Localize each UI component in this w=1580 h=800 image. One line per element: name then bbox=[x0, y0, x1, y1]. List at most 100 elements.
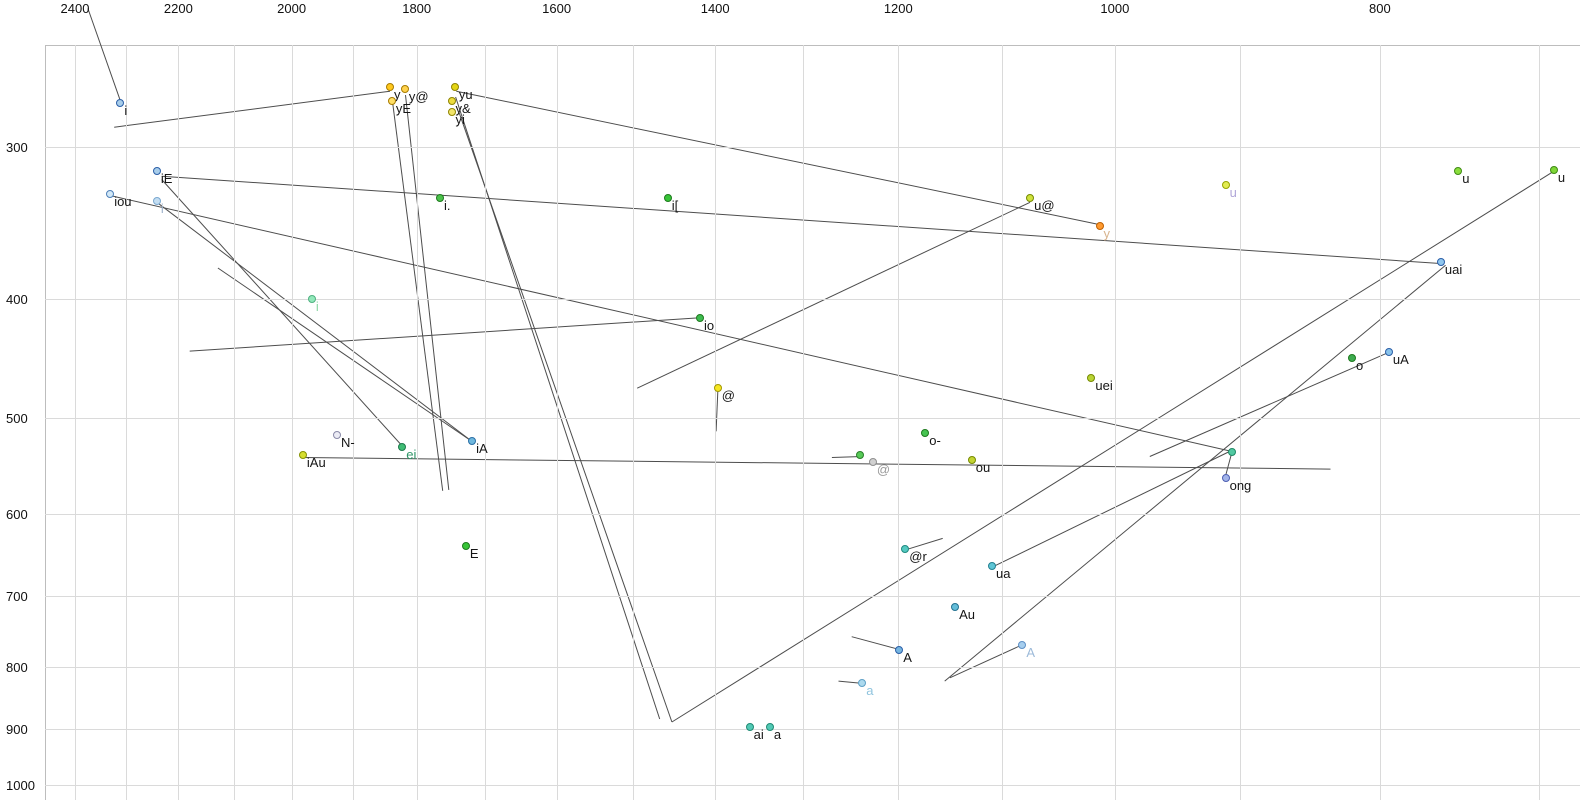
point-label: i[ bbox=[671, 197, 679, 213]
point-i[interactable] bbox=[307, 295, 316, 304]
point-@r[interactable] bbox=[901, 545, 910, 554]
point-iAu[interactable] bbox=[298, 450, 307, 459]
point-o-[interactable] bbox=[921, 429, 930, 438]
point-y[interactable] bbox=[1095, 221, 1104, 230]
gridline-y bbox=[45, 417, 1580, 419]
x-tick-label: 1800 bbox=[402, 1, 432, 16]
point-label: @ bbox=[721, 388, 735, 404]
point-@[interactable] bbox=[713, 384, 722, 393]
point-label: ei bbox=[406, 446, 417, 462]
point-y@[interactable] bbox=[400, 85, 409, 94]
point-@[interactable] bbox=[868, 458, 877, 467]
gridline-x bbox=[803, 45, 805, 800]
trajectory-line bbox=[114, 90, 391, 128]
point-label: yE bbox=[395, 100, 412, 116]
point-u[interactable] bbox=[1549, 165, 1558, 174]
point-label: u bbox=[1462, 171, 1470, 187]
trajectory-line bbox=[217, 267, 473, 442]
gridline-x bbox=[556, 45, 558, 800]
x-tick-label: 1400 bbox=[700, 1, 730, 16]
gridline-x bbox=[125, 45, 127, 800]
gridline-y bbox=[45, 514, 1580, 516]
point-io[interactable] bbox=[696, 313, 704, 322]
point-u[interactable] bbox=[1454, 167, 1463, 176]
point-unlabeled[interactable] bbox=[856, 450, 865, 459]
point-label: uA bbox=[1392, 352, 1409, 368]
gridline-x bbox=[1240, 45, 1241, 800]
point-A[interactable] bbox=[895, 645, 904, 654]
gridline-x bbox=[1001, 45, 1003, 800]
point-y&[interactable] bbox=[447, 96, 456, 105]
point-ei[interactable] bbox=[398, 442, 407, 451]
gridline-x bbox=[352, 45, 354, 800]
point-label: i. bbox=[444, 197, 451, 213]
point-u[interactable] bbox=[1221, 180, 1230, 189]
x-tick-label: 2200 bbox=[163, 1, 193, 16]
point-uei[interactable] bbox=[1087, 374, 1096, 383]
point-i[interactable] bbox=[152, 196, 161, 205]
x-tick-label: 800 bbox=[1369, 1, 1391, 16]
point-label: o bbox=[1356, 358, 1364, 374]
point-a[interactable] bbox=[765, 722, 774, 731]
point-label: a bbox=[866, 683, 874, 698]
point-yu[interactable] bbox=[450, 83, 459, 92]
trajectory-line bbox=[851, 636, 899, 650]
y-tick-label: 500 bbox=[6, 410, 28, 426]
point-ai[interactable] bbox=[745, 722, 754, 731]
point-label: iAu bbox=[306, 454, 326, 470]
gridline-y bbox=[45, 595, 1580, 597]
point-iou[interactable] bbox=[106, 190, 115, 199]
point-o[interactable] bbox=[1348, 354, 1356, 363]
trajectory-line bbox=[161, 179, 404, 448]
point-ong[interactable] bbox=[1221, 473, 1230, 482]
point-iA[interactable] bbox=[468, 436, 477, 445]
x-tick-label: 2400 bbox=[60, 1, 90, 16]
point-iE[interactable] bbox=[152, 167, 161, 176]
point-uai[interactable] bbox=[1436, 258, 1445, 267]
point-i[interactable] bbox=[116, 98, 125, 107]
point-label: ong bbox=[1229, 477, 1252, 493]
point-label: iou bbox=[114, 194, 132, 210]
point-Au[interactable] bbox=[951, 603, 960, 612]
gridline-x bbox=[1114, 45, 1116, 800]
gridline-x bbox=[1379, 45, 1381, 800]
trajectory-line bbox=[455, 96, 661, 720]
trajectory-line bbox=[302, 457, 1331, 470]
point-ou[interactable] bbox=[967, 456, 976, 465]
point-label: iA bbox=[476, 440, 488, 456]
point-A[interactable] bbox=[1018, 641, 1027, 650]
gridline-x bbox=[416, 45, 418, 800]
point-N-[interactable] bbox=[333, 431, 341, 440]
point-label: u bbox=[1229, 184, 1237, 200]
point-uA[interactable] bbox=[1384, 348, 1393, 357]
point-label: io bbox=[704, 317, 715, 333]
point-yE[interactable] bbox=[387, 96, 396, 105]
trajectory-line bbox=[991, 451, 1230, 568]
point-label: u bbox=[1557, 169, 1566, 185]
point-label: E bbox=[469, 546, 479, 561]
trajectory-line bbox=[156, 201, 473, 442]
gridline-x bbox=[898, 45, 900, 800]
gridline-y bbox=[45, 729, 1580, 731]
point-label: yu bbox=[458, 87, 473, 103]
point-ua[interactable] bbox=[988, 562, 996, 571]
x-axis-line bbox=[45, 45, 1580, 46]
point-unlabeled[interactable] bbox=[1228, 447, 1237, 456]
point-i.[interactable] bbox=[436, 193, 444, 202]
point-label: i bbox=[315, 299, 319, 315]
point-a[interactable] bbox=[858, 679, 867, 687]
trajectory-line bbox=[838, 680, 859, 684]
point-label: ou bbox=[975, 460, 991, 476]
point-label: yi bbox=[455, 112, 465, 128]
point-label: @r bbox=[909, 549, 927, 565]
gridline-y bbox=[45, 299, 1580, 301]
point-E[interactable] bbox=[461, 542, 470, 550]
point-i[[interactable] bbox=[663, 193, 672, 202]
point-u@[interactable] bbox=[1026, 193, 1035, 202]
gridline-x bbox=[484, 45, 486, 800]
point-yi[interactable] bbox=[447, 108, 456, 117]
trajectory-line bbox=[715, 391, 719, 432]
point-y[interactable] bbox=[386, 83, 394, 92]
gridline-x bbox=[75, 45, 76, 800]
